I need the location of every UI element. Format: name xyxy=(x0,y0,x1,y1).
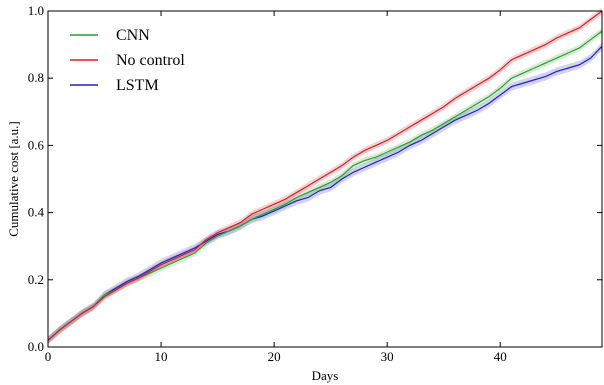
y-tick-label: 0.8 xyxy=(28,70,44,85)
x-tick-label: 10 xyxy=(155,349,168,364)
x-tick-label: 30 xyxy=(381,349,394,364)
x-tick-label: 20 xyxy=(268,349,281,364)
y-axis: 0.0 0.2 0.4 0.6 0.8 1.0 xyxy=(28,3,602,354)
y-tick-label: 0.4 xyxy=(28,205,45,220)
legend-label-no-control: No control xyxy=(116,52,185,69)
line-no-control xyxy=(47,10,603,341)
legend-label-lstm: LSTM xyxy=(116,77,159,94)
y-axis-label: Cumulative cost [a.u.] xyxy=(6,121,21,237)
y-tick-label: 0.0 xyxy=(28,339,44,354)
y-tick-label: 0.6 xyxy=(28,137,45,152)
legend-label-cnn: CNN xyxy=(116,27,150,44)
legend: CNN No control LSTM xyxy=(70,27,185,94)
x-axis: 0 10 20 30 40 xyxy=(45,11,507,364)
line-lstm xyxy=(47,45,603,341)
plot-frame xyxy=(47,10,603,348)
series-lines xyxy=(47,10,603,341)
x-tick-label: 40 xyxy=(494,349,507,364)
band-cnn xyxy=(48,27,602,344)
x-axis-label: Days xyxy=(312,368,339,383)
y-tick-label: 1.0 xyxy=(28,3,44,18)
x-tick-label: 0 xyxy=(45,349,52,364)
band-lstm xyxy=(48,42,602,345)
y-tick-label: 0.2 xyxy=(28,272,44,287)
